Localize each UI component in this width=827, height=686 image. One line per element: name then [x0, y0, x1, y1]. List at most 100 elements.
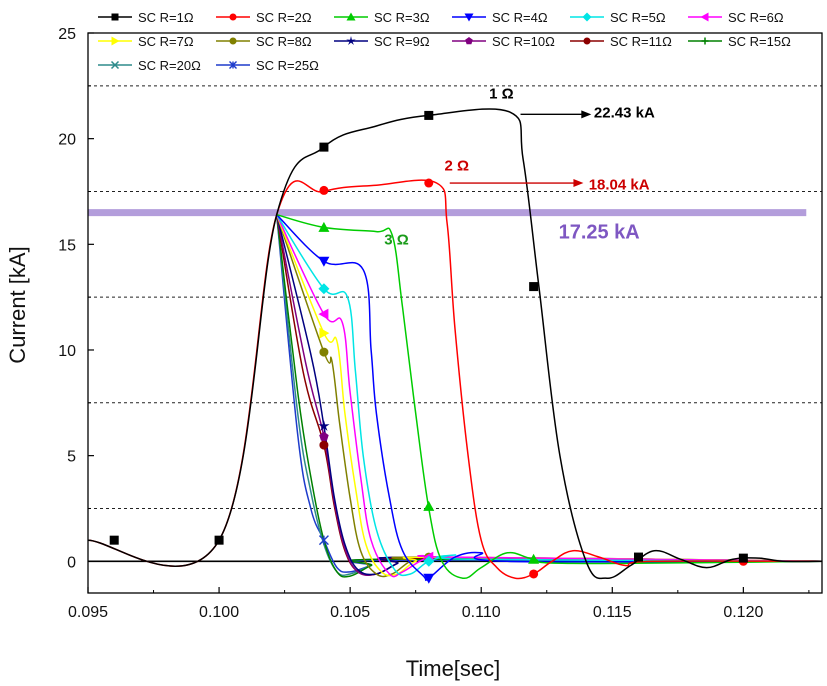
- series-line: [275, 214, 823, 573]
- data-point: [464, 13, 474, 22]
- legend-item: SC R=8Ω: [216, 34, 312, 49]
- legend-item: SC R=1Ω: [98, 10, 194, 25]
- data-point: [319, 327, 330, 339]
- series-line: [276, 214, 823, 582]
- y-tick-label: 15: [58, 237, 76, 254]
- plot-border: [87, 32, 823, 594]
- legend-label: SC R=8Ω: [256, 34, 312, 49]
- legend-label: SC R=25Ω: [256, 58, 319, 73]
- series-line: [87, 108, 823, 580]
- plot-frame: [87, 32, 823, 594]
- arrow-head: [581, 110, 592, 119]
- legend-label: SC R=1Ω: [138, 10, 194, 25]
- y-axis-label: Current [kA]: [5, 246, 30, 363]
- legend-item: SC R=5Ω: [570, 10, 666, 25]
- threshold-band: 17.25 kA: [88, 209, 807, 244]
- data-point: [318, 283, 330, 295]
- x-tick-label: 0.095: [68, 604, 108, 621]
- data-point: [109, 535, 119, 545]
- legend-item: SC R=25Ω: [216, 58, 319, 73]
- legend-label: SC R=15Ω: [728, 34, 791, 49]
- x-tick-label: 0.120: [723, 604, 763, 621]
- legend-label: SC R=11Ω: [610, 34, 672, 49]
- data-point: [214, 535, 224, 545]
- annotations: 1 Ω 22.43 kA 2 Ω 18.04 kA 3 Ω: [384, 86, 655, 249]
- data-point: [111, 36, 120, 46]
- series-line: [275, 214, 823, 576]
- series-line: [276, 214, 823, 577]
- series-line: [276, 214, 823, 577]
- data-point: [111, 13, 119, 21]
- data-point: [424, 178, 434, 188]
- data-point: [634, 552, 643, 562]
- legend-item: SC R=7Ω: [98, 34, 194, 49]
- legend-label: SC R=2Ω: [256, 10, 312, 25]
- data-point: [423, 555, 435, 567]
- y-tick-label: 5: [67, 449, 76, 466]
- data-point: [528, 553, 540, 564]
- y-tick-label: 0: [67, 554, 76, 571]
- legend-item: SC R=10Ω: [452, 34, 555, 49]
- x-tick-label: 0.115: [593, 604, 632, 621]
- x-axis-label: Time[sec]: [406, 656, 501, 681]
- data-point: [582, 12, 592, 22]
- arrow-head: [573, 179, 584, 188]
- series-line: [275, 214, 823, 577]
- annotation: 22.43 kA: [594, 105, 655, 122]
- ticks: 0.095 0.100 0.105 0.110 0.115 0.120 0 5 10 15 20 25: [58, 26, 810, 621]
- data-point: [318, 256, 330, 267]
- data-point: [319, 185, 329, 195]
- data-point: [701, 37, 709, 45]
- legend-label: SC R=10Ω: [492, 34, 555, 49]
- data-point: [424, 110, 434, 120]
- data-point: [110, 60, 120, 70]
- x-tick-label: 0.110: [462, 604, 501, 621]
- legend-item: SC R=4Ω: [452, 10, 548, 25]
- data-point: [529, 282, 539, 292]
- series-line: [276, 213, 823, 579]
- series-layer: [87, 108, 823, 582]
- legend-item: SC R=9Ω: [334, 34, 430, 49]
- legend-item: SC R=2Ω: [216, 10, 312, 25]
- data-point: [423, 573, 435, 584]
- series-line: [275, 214, 823, 578]
- data-point: [319, 431, 329, 441]
- legend-item: SC R=3Ω: [334, 10, 430, 25]
- legend-item: SC R=15Ω: [688, 34, 791, 49]
- annotation: 1 Ω: [489, 86, 514, 103]
- legend-label: SC R=7Ω: [138, 34, 194, 49]
- data-point: [318, 221, 330, 232]
- legend-label: SC R=6Ω: [728, 10, 784, 25]
- data-point: [700, 12, 709, 22]
- marker-stroke: [110, 60, 120, 70]
- data-point: [318, 308, 329, 320]
- series-line: [275, 214, 823, 576]
- data-point: [229, 37, 237, 45]
- data-point: [229, 61, 237, 69]
- legend-label: SC R=4Ω: [492, 10, 548, 25]
- data-point: [465, 37, 473, 45]
- data-point: [529, 569, 539, 579]
- annotation: 18.04 kA: [589, 176, 650, 193]
- data-point: [319, 347, 329, 357]
- annotation: 3 Ω: [384, 231, 409, 248]
- legend-label: SC R=20Ω: [138, 58, 201, 73]
- y-tick-label: 25: [58, 26, 76, 43]
- x-tick-label: 0.100: [199, 604, 239, 621]
- series-line: [275, 214, 823, 576]
- y-tick-label: 10: [58, 343, 76, 360]
- series-line: [87, 179, 823, 580]
- data-point: [229, 13, 237, 21]
- y-tick-label: 20: [58, 132, 76, 149]
- legend-label: SC R=3Ω: [374, 10, 430, 25]
- legend-item: SC R=11Ω: [570, 34, 672, 49]
- annotation: 2 Ω: [445, 157, 470, 174]
- threshold-label: 17.25 kA: [559, 222, 640, 244]
- legend-item: SC R=20Ω: [98, 58, 201, 73]
- legend: SC R=1Ω SC R=2Ω SC R=3Ω SC R=4Ω SC R=5Ω SC R=…: [98, 10, 791, 73]
- data-point: [583, 37, 591, 45]
- data-point: [423, 500, 435, 511]
- data-point: [346, 36, 356, 45]
- data-point: [319, 142, 329, 152]
